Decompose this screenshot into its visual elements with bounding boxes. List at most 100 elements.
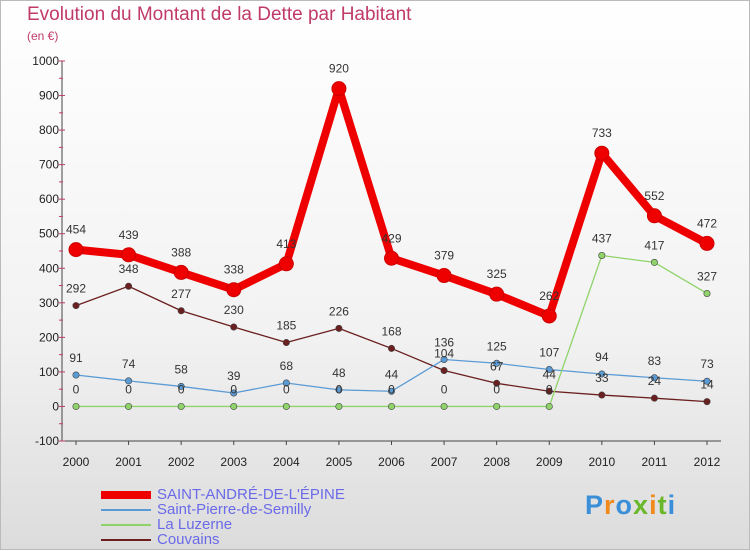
legend-swatch [101, 491, 151, 499]
data-point [230, 323, 238, 331]
data-label: 67 [490, 359, 504, 373]
legend-label: Couvains [157, 531, 220, 548]
data-label: 388 [171, 245, 191, 259]
data-point [440, 367, 448, 375]
data-point [541, 308, 557, 324]
data-point [125, 282, 133, 290]
proxiti-logo: Proxiti [585, 490, 676, 521]
data-point [703, 289, 711, 297]
data-point [650, 374, 658, 382]
data-point [493, 359, 501, 367]
data-label: 920 [329, 62, 349, 76]
data-label: 379 [434, 249, 454, 263]
logo-letter: o [615, 490, 634, 520]
data-point [72, 402, 80, 410]
data-label: 74 [122, 357, 136, 371]
data-point [331, 81, 347, 97]
y-tick-label: 200 [39, 330, 59, 344]
data-point [703, 398, 711, 406]
y-tick-label: 800 [39, 123, 59, 137]
data-label: 338 [224, 263, 244, 277]
data-point [72, 371, 80, 379]
data-label: 83 [648, 354, 662, 368]
data-point [335, 324, 343, 332]
logo-letter: x [633, 490, 650, 520]
x-tick-label: 2004 [273, 455, 300, 469]
data-label: 552 [644, 189, 664, 203]
y-tick-label: 900 [39, 89, 59, 103]
data-label: 733 [592, 126, 612, 140]
x-tick-label: 2005 [326, 455, 353, 469]
x-tick-label: 2008 [483, 455, 510, 469]
data-point [335, 402, 343, 410]
series-line [75, 84, 709, 320]
logo-letter: i [667, 490, 677, 520]
x-tick-label: 2009 [536, 455, 563, 469]
logo-letter: t [657, 490, 668, 520]
data-label: 0 [73, 382, 80, 396]
data-label: 91 [69, 351, 83, 365]
data-point [493, 379, 501, 387]
legend-swatch [101, 539, 151, 541]
data-label: 107 [539, 345, 559, 359]
data-point [545, 387, 553, 395]
logo-letter: r [604, 490, 616, 520]
data-label: 48 [332, 366, 346, 380]
chart-subtitle: (en €) [27, 29, 59, 43]
y-tick-label: 300 [39, 296, 59, 310]
data-label: 472 [697, 216, 717, 230]
data-label: 33 [595, 371, 609, 385]
data-point [594, 145, 610, 161]
x-tick-label: 2011 [642, 455, 668, 469]
data-label: 94 [595, 350, 609, 364]
data-point [387, 387, 395, 395]
data-label: 168 [381, 324, 401, 338]
data-label: 0 [388, 382, 395, 396]
data-point [68, 242, 84, 258]
chart-title: Evolution du Montant de la Dette par Hab… [27, 4, 412, 25]
data-point [335, 386, 343, 394]
x-tick-label: 2010 [588, 455, 615, 469]
data-label: 292 [66, 282, 86, 296]
data-point [121, 247, 137, 263]
data-point [650, 258, 658, 266]
data-point [282, 379, 290, 387]
data-label: 439 [119, 228, 139, 242]
x-tick-label: 2001 [115, 455, 142, 469]
data-label: 58 [174, 362, 188, 376]
legend-label: Saint-Pierre-de-Semilly [157, 501, 312, 518]
y-tick-label: 1000 [32, 54, 59, 68]
legend-label: SAINT-ANDRÉ-DE-L'ÉPINE [157, 486, 345, 503]
data-label: 68 [280, 359, 294, 373]
data-point [230, 402, 238, 410]
data-point [125, 377, 133, 385]
data-label: 136 [434, 335, 454, 349]
data-point [173, 264, 189, 280]
logo-letter: P [585, 490, 605, 520]
data-point [598, 251, 606, 259]
x-tick-label: 2003 [220, 455, 247, 469]
data-point [177, 402, 185, 410]
x-tick-label: 2007 [431, 455, 458, 469]
data-label: 262 [539, 289, 559, 303]
data-point [72, 302, 80, 310]
data-point [177, 307, 185, 315]
data-label: 0 [441, 382, 448, 396]
data-point [384, 250, 399, 266]
data-point [226, 282, 242, 298]
x-tick-label: 2002 [168, 455, 195, 469]
data-label: 0 [336, 382, 343, 396]
data-label: 413 [276, 237, 296, 251]
data-label: 348 [119, 262, 139, 276]
data-label: 185 [276, 319, 296, 333]
data-point [598, 391, 606, 399]
data-label: 277 [171, 287, 191, 301]
data-label: 14 [700, 378, 714, 392]
data-label: 230 [224, 303, 244, 317]
data-label: 44 [385, 367, 399, 381]
data-point [440, 355, 448, 363]
data-label: 226 [329, 304, 349, 318]
y-tick-label: -100 [35, 434, 59, 448]
